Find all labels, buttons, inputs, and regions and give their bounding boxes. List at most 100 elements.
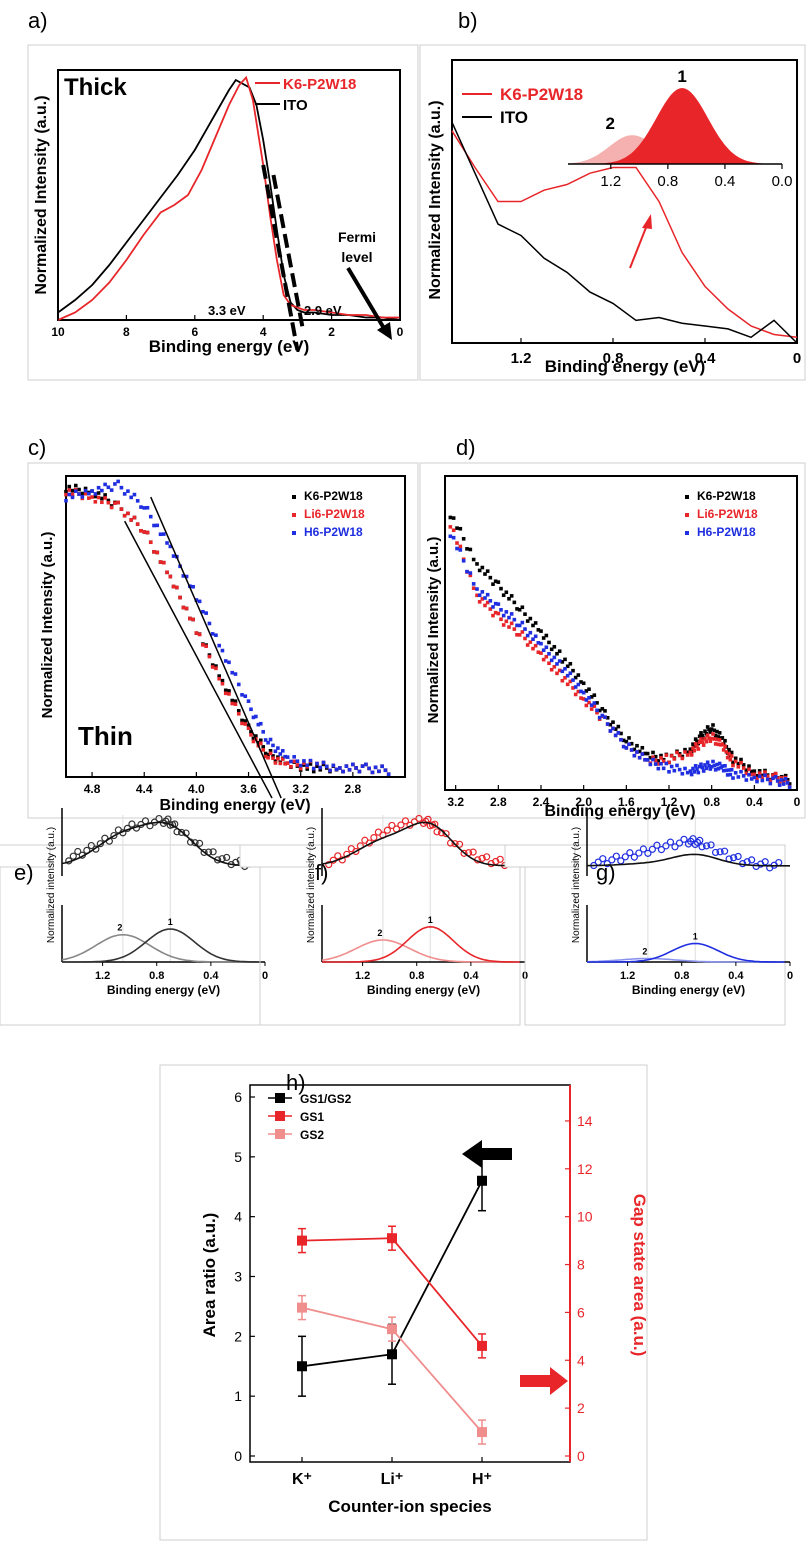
data-point (331, 763, 336, 768)
data-point (605, 722, 610, 726)
data-point (707, 841, 715, 849)
data-point (455, 526, 459, 530)
data-point (549, 658, 554, 663)
y-tick-label: 4 (234, 1209, 242, 1225)
legend-label: K6-P2W18 (283, 76, 356, 93)
data-point (752, 772, 757, 777)
data-point (603, 709, 607, 713)
y-tick-label-right: 4 (577, 1352, 585, 1368)
x-axis-label: Binding energy (eV) (544, 803, 695, 820)
data-point (188, 616, 192, 621)
data-point (268, 737, 273, 742)
data-point (67, 484, 72, 489)
data-point (712, 737, 717, 741)
data-point (587, 700, 591, 705)
legend-label: GS1/GS2 (300, 1092, 352, 1106)
left-axis-arrow (482, 1148, 512, 1160)
data-point (560, 669, 565, 674)
data-point (648, 845, 657, 853)
data-point (531, 623, 535, 628)
data-point (77, 492, 81, 496)
panel-border (159, 1064, 648, 1541)
data-point (703, 729, 707, 734)
y-tick-label: 0 (234, 1448, 242, 1464)
data-point (139, 505, 143, 509)
data-point (781, 782, 786, 786)
data-point (613, 727, 618, 731)
data-marker (477, 1427, 487, 1438)
legend-marker (685, 513, 689, 517)
legend-marker (292, 495, 296, 499)
x-tick-label: 1.2 (95, 970, 110, 982)
data-point (689, 772, 694, 777)
data-point (697, 734, 702, 739)
data-point (461, 558, 466, 563)
fit-curve (61, 821, 265, 867)
data-point (536, 641, 541, 645)
panel-border (259, 844, 521, 1026)
data-point (716, 742, 721, 747)
x-axis-label: Binding energy (eV) (149, 337, 310, 356)
data-point (292, 759, 296, 764)
data-point (720, 742, 725, 746)
data-point (328, 768, 332, 773)
data-point (600, 713, 605, 718)
data-point (539, 651, 543, 655)
data-point (80, 495, 85, 499)
data-point (729, 767, 734, 772)
data-point (195, 839, 204, 847)
y-axis-label: Normalized Intensity (a.u.) (33, 95, 50, 294)
data-point (298, 766, 303, 771)
data-point (295, 763, 300, 767)
data-point (442, 830, 450, 838)
data-point (223, 691, 228, 696)
data-point (700, 765, 705, 770)
data-point (749, 772, 754, 777)
data-point (765, 777, 770, 782)
data-point (653, 762, 658, 766)
data-point (517, 633, 522, 637)
data-point (496, 602, 501, 606)
data-point (266, 755, 270, 760)
data-point (619, 737, 623, 742)
data-point (70, 488, 75, 493)
data-point (749, 777, 754, 781)
annotation-label: 2.9 eV (304, 303, 342, 318)
data-point (708, 767, 713, 771)
data-point (448, 525, 453, 529)
data-point (251, 715, 256, 720)
data-point (716, 735, 721, 739)
data-point (595, 710, 599, 715)
data-point (552, 665, 557, 669)
data-point (702, 842, 711, 850)
panel-label: c) (28, 435, 46, 460)
data-point (595, 708, 599, 713)
x-tick-label: 0.8 (603, 350, 624, 367)
data-point (246, 726, 251, 731)
x-tick-label: K⁺ (292, 1471, 312, 1488)
legend-marker (275, 1129, 285, 1139)
data-point (721, 768, 726, 773)
data-point (113, 482, 117, 486)
data-point (656, 758, 661, 763)
data-point (318, 765, 323, 770)
data-point (220, 678, 225, 683)
data-point (289, 764, 293, 769)
data-point (667, 760, 671, 765)
data-point (458, 548, 463, 552)
data-point (171, 554, 176, 558)
data-point (64, 498, 68, 503)
data-point (525, 633, 530, 638)
data-point (251, 739, 256, 744)
y-tick-label: 1 (234, 1388, 242, 1404)
data-point (757, 771, 762, 776)
tangent-line (261, 164, 300, 351)
data-point (367, 766, 371, 771)
data-point (651, 750, 655, 755)
data-point (70, 495, 75, 500)
data-point (600, 707, 605, 711)
data-point (243, 719, 248, 723)
data-point (757, 769, 762, 773)
data-point (499, 617, 503, 622)
series-line-1 (451, 121, 798, 344)
